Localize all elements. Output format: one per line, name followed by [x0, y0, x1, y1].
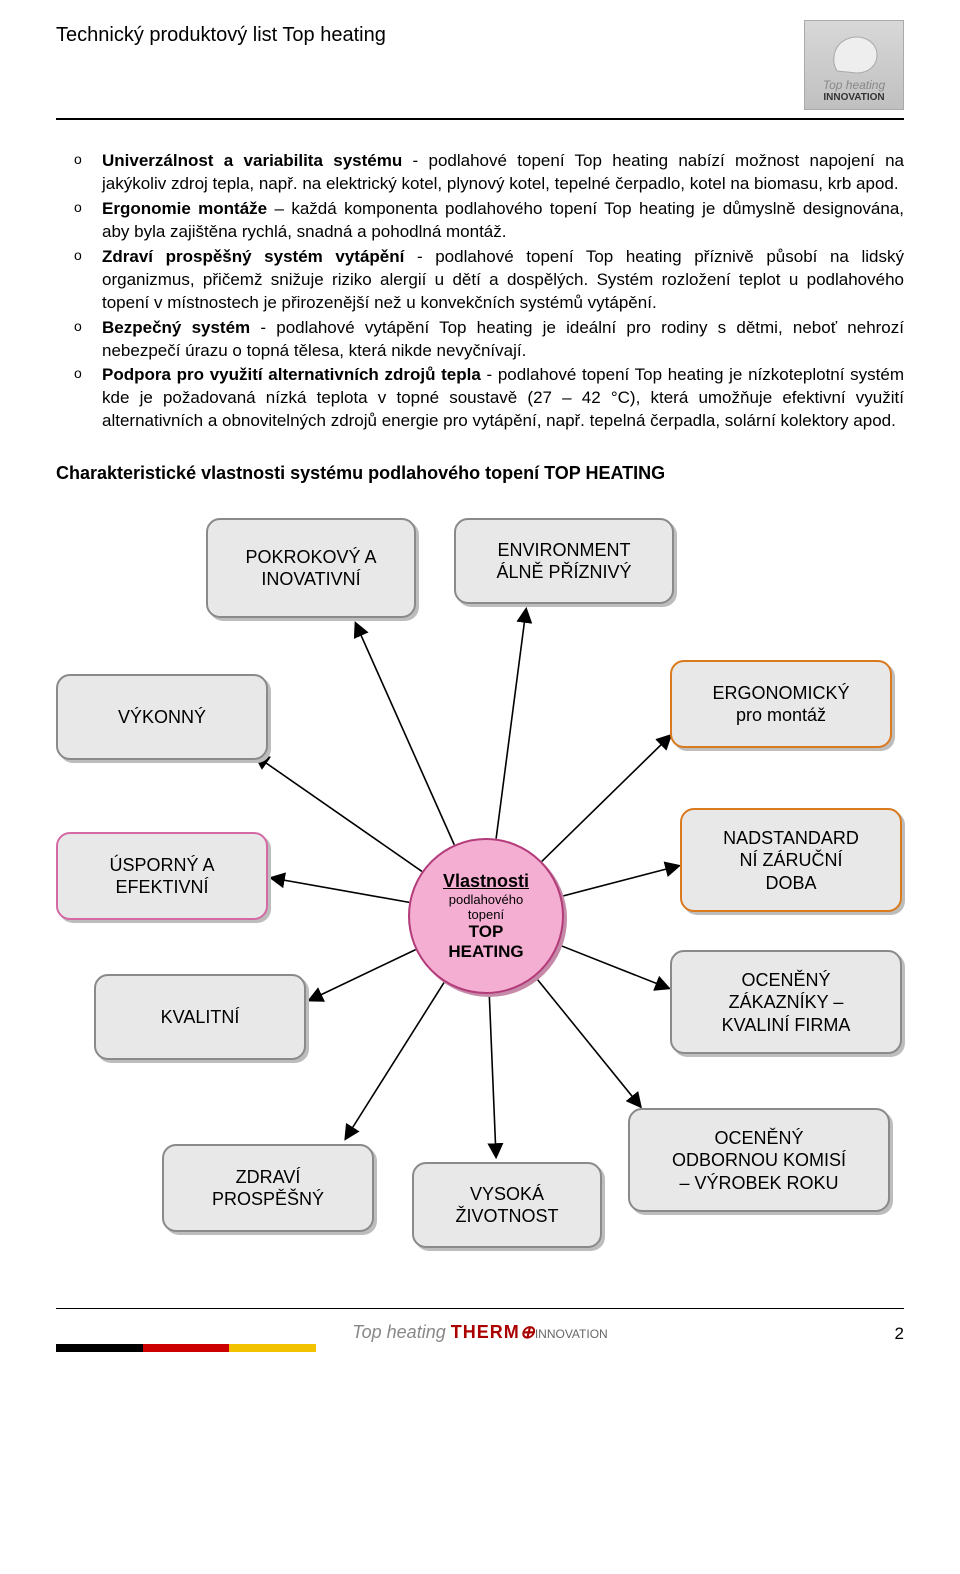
- page: Technický produktový list Top heating To…: [0, 0, 960, 1378]
- footer-logo: Top heating THERM⊕INNOVATION: [352, 1322, 607, 1343]
- diagram-node: POKROKOVÝ AINOVATIVNÍ: [206, 518, 416, 618]
- bullet-item: Ergonomie montáže – každá komponenta pod…: [56, 198, 904, 244]
- section-title: Charakteristické vlastnosti systému podl…: [56, 463, 904, 484]
- bullet-list: Univerzálnost a variabilita systému - po…: [56, 150, 904, 433]
- bullet-item: Bezpečný systém - podlahové vytápění Top…: [56, 317, 904, 363]
- properties-diagram: VlastnostipodlahovéhotopeníTOPHEATING POK…: [56, 518, 904, 1278]
- diagram-node: ENVIRONMENTÁLNĚ PŘÍZNIVÝ: [454, 518, 674, 604]
- diagram-node: NADSTANDARDNÍ ZÁRUČNÍDOBA: [680, 808, 902, 912]
- header-rule: [56, 118, 904, 120]
- footer-stripe: [56, 1344, 316, 1352]
- diagram-center: VlastnostipodlahovéhotopeníTOPHEATING: [408, 838, 564, 994]
- footer-brand1: Top heating: [352, 1322, 450, 1342]
- foot-icon: [827, 31, 883, 75]
- page-title: Technický produktový list Top heating: [56, 20, 386, 47]
- bullet-item: Univerzálnost a variabilita systému - po…: [56, 150, 904, 196]
- diagram-node: VÝKONNÝ: [56, 674, 268, 760]
- page-number: 2: [895, 1324, 904, 1344]
- bullet-item: Podpora pro využití alternativních zdroj…: [56, 364, 904, 433]
- footer-brand2: THERM: [451, 1322, 520, 1342]
- header: Technický produktový list Top heating To…: [56, 20, 904, 110]
- diagram-node: ÚSPORNÝ AEFEKTIVNÍ: [56, 832, 268, 920]
- footer-brand3: INNOVATION: [535, 1327, 608, 1341]
- diagram-node: OCENĚNÝODBORNOU KOMISÍ– VÝROBEK ROKU: [628, 1108, 890, 1212]
- brand-logo: Top heating INNOVATION: [804, 20, 904, 110]
- logo-line2: INNOVATION: [823, 92, 884, 103]
- diagram-node: OCENĚNÝZÁKAZNÍKY –KVALINÍ FIRMA: [670, 950, 902, 1054]
- diagram-node: VYSOKÁŽIVOTNOST: [412, 1162, 602, 1248]
- logo-line1: Top heating: [823, 78, 885, 92]
- bullet-item: Zdraví prospěšný systém vytápění - podla…: [56, 246, 904, 315]
- page-footer: Top heating THERM⊕INNOVATION 2: [56, 1308, 904, 1348]
- diagram-node: ZDRAVÍPROSPĚŠNÝ: [162, 1144, 374, 1232]
- diagram-node: KVALITNÍ: [94, 974, 306, 1060]
- diagram-node: ERGONOMICKÝpro montáž: [670, 660, 892, 748]
